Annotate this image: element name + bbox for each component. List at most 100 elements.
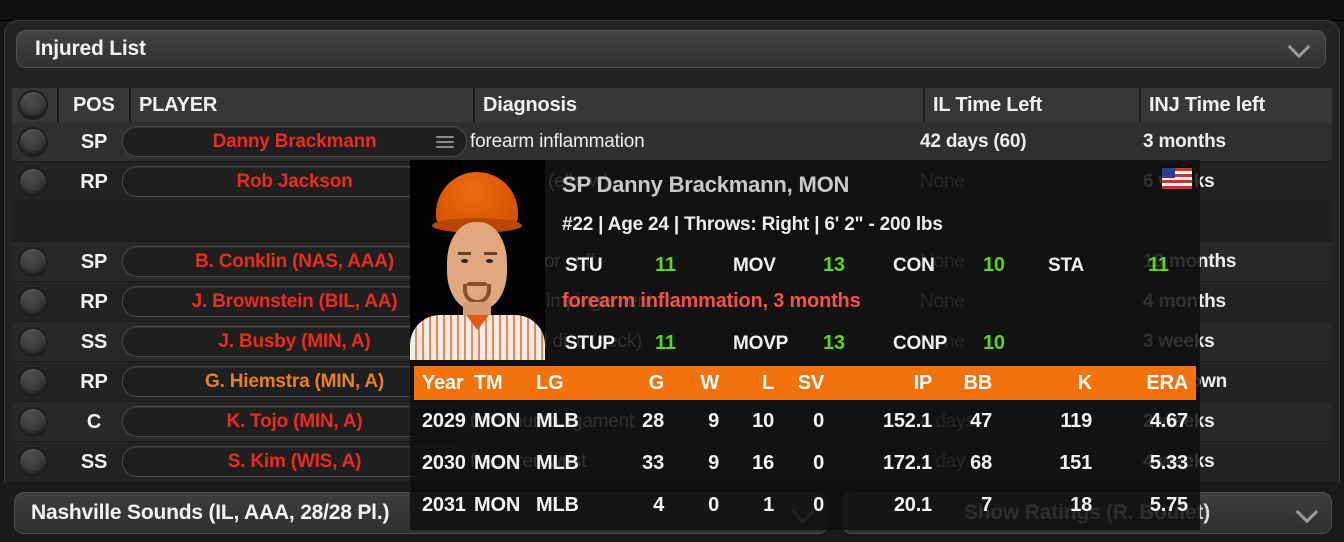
rating-value: 13 [823,332,845,354]
stats-cell: 5.33 [1149,451,1188,474]
stats-cell: MON [474,409,521,432]
stats-cell: 9 [708,451,719,474]
stats-table-header: Year TM LG G W L SV IP BB K ERA [414,366,1196,400]
radio-button[interactable] [20,409,46,435]
stats-cell: 28 [642,409,664,432]
header-diagnosis[interactable]: Diagnosis [475,88,923,122]
chevron-down-icon [1287,35,1311,59]
stats-cell: 20.1 [893,493,932,516]
stats-header-cell: BB [963,371,993,394]
stats-cell: MON [474,493,521,516]
il-time-cell: 42 days (60) [920,131,1027,152]
player-link[interactable]: J. Busby (MIN, A) [122,326,467,357]
radio-button[interactable] [20,289,46,315]
rating-value: 10 [983,254,1005,276]
header-pos[interactable]: POS [59,88,129,122]
usa-flag-icon [1162,168,1192,189]
rating-label: MOV [733,255,776,276]
stats-cell: MON [474,451,521,474]
header-il-time-left[interactable]: IL Time Left [925,88,1139,122]
player-link[interactable]: Danny Brackmann [122,126,467,157]
player-photo [410,160,545,360]
position-label: RP [80,171,108,193]
stats-cell: 4 [653,493,664,516]
player-name: J. Brownstein (BIL, AA) [191,291,398,312]
ratings-row-current: STU 11 MOV 13 CON 10 STA 11 [562,254,1198,280]
stats-header-cell: LG [536,371,564,394]
radio-button[interactable] [20,329,46,355]
stats-cell: 0 [708,493,719,516]
stats-cell: 2031 [422,493,466,516]
table-header-row: POS PLAYER Diagnosis IL Time Left INJ Ti… [12,88,1332,122]
player-link[interactable]: S. Kim (WIS, A) [122,446,467,477]
rating-value: 11 [655,332,676,354]
rating-value: 10 [983,332,1005,354]
radio-button[interactable] [20,369,46,395]
stats-row: 2031 MON MLB 4 0 1 0 20.1 7 18 5.75 [414,484,1196,526]
player-name: J. Busby (MIN, A) [218,331,371,352]
popup-injury-status: forearm inflammation, 3 months [562,290,861,312]
player-link[interactable]: J. Brownstein (BIL, AA) [122,286,467,317]
rating-label: STUP [565,333,615,354]
stats-cell: 152.1 [882,409,932,432]
rating-label: STU [565,255,603,276]
position-label: C [86,411,102,433]
player-name: B. Conklin (NAS, AAA) [195,251,394,272]
radio-button[interactable] [20,92,46,118]
stats-cell: 4.67 [1149,409,1188,432]
header-player[interactable]: PLAYER [131,88,473,122]
rating-value: 11 [655,254,676,276]
stats-cell: 119 [1060,409,1092,432]
stats-header-cell: IP [913,371,933,394]
stats-cell: 2030 [422,451,466,474]
player-name: K. Tojo (MIN, A) [226,411,363,432]
stats-cell: 2029 [422,409,466,432]
injured-list-dropdown[interactable]: Injured List [16,30,1326,68]
window-top-strip [0,0,1344,21]
header-inj-time-left[interactable]: INJ Time left [1141,88,1332,122]
stats-header-cell: SV [797,371,824,394]
rating-label: CONP [893,333,948,354]
player-name: Danny Brackmann [212,131,377,152]
radio-button[interactable] [20,449,46,475]
rating-value: 11 [1148,254,1169,276]
stats-cell: 18 [1070,493,1092,516]
player-link[interactable]: Rob Jackson [122,166,467,197]
stats-header-cell: TM [474,371,503,394]
rating-label: CON [893,255,935,276]
rating-label: MOVP [733,333,789,354]
radio-button[interactable] [20,169,46,195]
position-label: RP [80,371,108,393]
player-name: S. Kim (WIS, A) [227,451,362,472]
stats-cell: 0 [813,493,824,516]
stats-cell: 1 [763,493,774,516]
rating-value: 13 [823,254,845,276]
stats-row: 2029 MON MLB 28 9 10 0 152.1 47 119 4.67 [414,400,1196,442]
stats-cell: MLB [536,493,579,516]
player-menu-icon[interactable] [436,136,454,148]
player-link[interactable]: K. Tojo (MIN, A) [122,406,467,437]
player-name: G. Hiemstra (MIN, A) [205,371,384,392]
stats-cell: 33 [642,451,664,474]
stats-header-cell: K [1077,371,1092,394]
stats-cell: 7 [981,493,992,516]
position-label: SS [80,331,108,353]
stats-cell: MLB [536,451,579,474]
stats-cell: 10 [752,409,774,432]
radio-button[interactable] [20,249,46,275]
player-tooltip-popup: SP Danny Brackmann, MON #22 | Age 24 | T… [410,160,1200,530]
page-title: Injured List [35,37,146,60]
inj-time-cell: 3 months [1143,131,1226,152]
stats-row: 2030 MON MLB 33 9 16 0 172.1 68 151 5.33 [414,442,1196,484]
popup-player-vitals: #22 | Age 24 | Throws: Right | 6' 2" - 2… [562,214,943,235]
diagnosis-cell: forearm inflammation [470,131,645,152]
stats-header-cell: G [648,371,665,394]
stats-header-cell: ERA [1146,371,1188,394]
radio-button[interactable] [20,129,46,155]
popup-player-title: SP Danny Brackmann, MON [562,172,850,197]
stats-header-cell: L [761,371,774,394]
team-selector-label: Nashville Sounds (IL, AAA, 28/28 Pl.) [31,501,390,524]
stats-cell: 5.75 [1149,493,1188,516]
stats-cell: 68 [970,451,992,474]
